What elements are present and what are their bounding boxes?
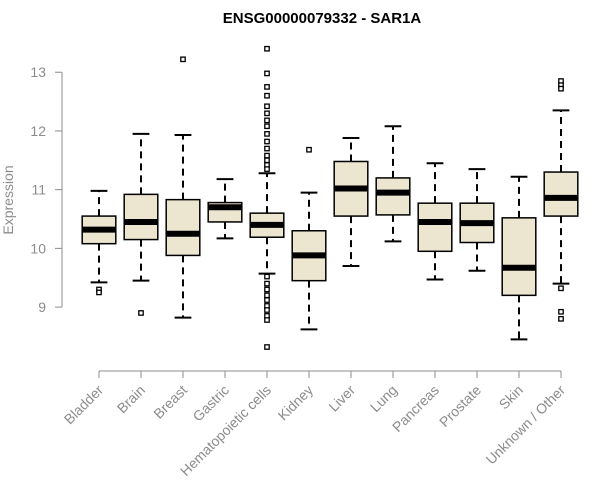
outlier-point xyxy=(558,85,564,92)
outlier-point xyxy=(264,138,270,145)
x-tick-label: Skin xyxy=(496,382,527,413)
outlier-point xyxy=(264,152,270,159)
outlier-point xyxy=(180,56,186,63)
outlier-point xyxy=(264,110,270,117)
iqr-box xyxy=(165,198,201,257)
outlier-point xyxy=(264,297,270,303)
box-hematopoietic-cells xyxy=(249,45,285,350)
x-tick-label: Lung xyxy=(367,382,400,415)
outlier-point xyxy=(264,157,270,164)
outlier-point xyxy=(264,273,270,280)
outlier-point xyxy=(264,92,270,99)
x-tick-label: Brain xyxy=(114,382,148,416)
chart-title: ENSG00000079332 - SAR1A xyxy=(223,10,422,27)
outlier-point xyxy=(264,344,270,350)
x-tick-label: Breast xyxy=(150,382,190,422)
outlier-point xyxy=(264,45,270,52)
box-breast xyxy=(165,56,201,319)
y-tick-label: 11 xyxy=(31,182,46,198)
x-tick-label: Liver xyxy=(325,382,358,415)
iqr-box xyxy=(375,177,411,216)
outlier-point xyxy=(306,146,312,153)
x-tick-label: Bladder xyxy=(61,382,107,428)
outlier-point xyxy=(264,123,270,130)
iqr-box xyxy=(417,202,453,253)
box-prostate xyxy=(459,168,495,272)
outlier-point xyxy=(264,145,270,152)
box-skin xyxy=(501,175,537,341)
y-tick-label: 9 xyxy=(38,299,46,315)
outlier-point xyxy=(264,131,270,137)
iqr-box xyxy=(501,217,537,297)
outlier-point xyxy=(558,315,564,322)
x-tick-label: Pancreas xyxy=(389,382,442,435)
box-kidney xyxy=(291,146,327,331)
y-axis-label: Expression xyxy=(0,165,16,234)
outlier-point xyxy=(264,286,270,293)
x-tick-label: Prostate xyxy=(436,382,484,430)
outlier-point xyxy=(264,103,270,110)
box-bladder xyxy=(81,189,117,296)
outlier-point xyxy=(264,317,270,323)
outlier-point xyxy=(264,280,270,287)
box-pancreas xyxy=(417,162,453,281)
box-gastric xyxy=(207,178,243,240)
box-lung xyxy=(375,125,411,243)
y-axis: 9 10 11 12 13 xyxy=(30,64,63,315)
outlier-point xyxy=(264,166,270,172)
outlier-point xyxy=(264,117,270,124)
plot-area xyxy=(81,45,579,350)
x-tick-label: Unknown / Other xyxy=(483,382,569,468)
box-brain xyxy=(123,132,159,316)
box-unknown-other xyxy=(543,78,579,322)
y-tick-label: 12 xyxy=(30,123,46,139)
outlier-point xyxy=(264,70,270,77)
outlier-point xyxy=(138,310,144,316)
iqr-box xyxy=(543,171,579,217)
y-tick-label: 13 xyxy=(30,64,46,80)
outlier-point xyxy=(558,285,564,292)
x-tick-label: Kidney xyxy=(275,382,317,424)
outlier-point xyxy=(264,307,270,313)
iqr-box xyxy=(123,193,159,241)
outlier-point xyxy=(264,84,270,90)
outlier-point xyxy=(264,292,270,299)
outlier-point xyxy=(96,289,102,296)
outlier-point xyxy=(558,308,564,315)
box-liver xyxy=(333,136,369,267)
y-tick-label: 10 xyxy=(30,240,46,256)
